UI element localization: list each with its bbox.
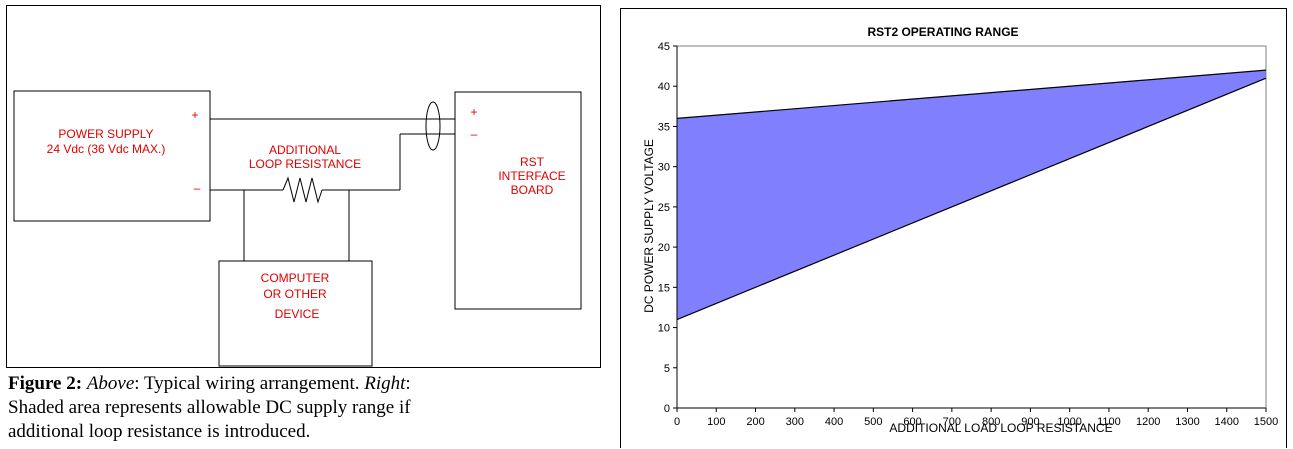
power-supply-box bbox=[13, 90, 211, 222]
power-supply-label: POWER SUPPLY bbox=[58, 127, 153, 141]
rst-board-minus: – bbox=[471, 127, 478, 141]
y-tick-label: 35 bbox=[658, 121, 670, 133]
rst-board-plus: + bbox=[470, 105, 477, 119]
x-tick-label: 0 bbox=[674, 416, 680, 428]
x-axis-title: ADDITIONAL LOAD LOOP RESISTANCE bbox=[889, 421, 1112, 435]
chart-title: RST2 OPERATING RANGE bbox=[867, 25, 1018, 39]
x-tick-label: 1100 bbox=[1097, 416, 1121, 428]
x-tick-label: 1300 bbox=[1175, 416, 1199, 428]
y-axis-title: DC POWER SUPPLY VOLTAGE bbox=[642, 139, 656, 313]
x-tick-label: 100 bbox=[707, 416, 725, 428]
lower-bound-line bbox=[676, 77, 1267, 321]
x-tick-label: 500 bbox=[864, 416, 882, 428]
power-supply-rating: 24 Vdc (36 Vdc MAX.) bbox=[47, 142, 166, 156]
figure-label: Figure 2: bbox=[8, 373, 83, 394]
x-tick-label: 600 bbox=[903, 416, 921, 428]
operating-range-area bbox=[677, 70, 1266, 320]
x-tick-label: 400 bbox=[825, 416, 843, 428]
x-tick-label: 1000 bbox=[1057, 416, 1081, 428]
y-tick-label: 0 bbox=[664, 403, 670, 415]
x-tick-label: 800 bbox=[982, 416, 1000, 428]
y-tick-label: 45 bbox=[658, 41, 670, 53]
computer-label-3: DEVICE bbox=[275, 307, 320, 321]
computer-label-2: OR OTHER bbox=[263, 287, 327, 301]
twisted-pair-symbol bbox=[425, 101, 441, 151]
y-tick-label: 25 bbox=[658, 202, 670, 214]
x-tick-label: 200 bbox=[746, 416, 764, 428]
rst-board-label-3: BOARD bbox=[511, 183, 554, 197]
caption-line-1: Figure 2: Above: Typical wiring arrangem… bbox=[8, 372, 608, 396]
caption-above-text: : Typical wiring arrangement. bbox=[134, 373, 365, 394]
caption-line-2: Shaded area represents allowable DC supp… bbox=[8, 397, 411, 418]
y-tick-label: 5 bbox=[664, 363, 670, 375]
caption-above-label: Above bbox=[86, 373, 135, 394]
resistor-label-1: ADDITIONAL bbox=[269, 143, 341, 157]
caption-right-label: Right bbox=[364, 373, 406, 394]
power-supply-minus: – bbox=[194, 181, 201, 195]
x-tick-label: 900 bbox=[1021, 416, 1039, 428]
plot-area: 0 5 10 15 20 25 30 35 40 45 0 100 200 300 400 500 600 700… bbox=[658, 41, 1278, 428]
x-tick-label: 1400 bbox=[1214, 416, 1238, 428]
wires bbox=[210, 118, 455, 261]
rst-board-label-2: INTERFACE bbox=[498, 169, 565, 183]
y-tick-label: 15 bbox=[658, 282, 670, 294]
resistor-label-2: LOOP RESISTANCE bbox=[249, 157, 361, 171]
computer-box bbox=[218, 260, 373, 367]
x-tick-label: 1200 bbox=[1136, 416, 1160, 428]
resistor-symbol bbox=[282, 176, 323, 204]
caption-right-text: : bbox=[405, 373, 411, 394]
x-tick-label: 300 bbox=[786, 416, 804, 428]
computer-label-1: COMPUTER bbox=[261, 271, 330, 285]
rst-board-box bbox=[454, 91, 582, 310]
y-tick-label: 10 bbox=[658, 323, 670, 335]
x-tick-label: 1500 bbox=[1254, 416, 1278, 428]
power-supply-plus: + bbox=[191, 108, 198, 122]
y-tick-label: 40 bbox=[658, 81, 670, 93]
x-tick-label: 700 bbox=[943, 416, 961, 428]
wiring-diagram: POWER SUPPLY 24 Vdc (36 Vdc MAX.) + – + … bbox=[13, 90, 582, 367]
caption-line-3: additional loop resistance is introduced… bbox=[8, 421, 311, 442]
figure-caption: Figure 2: Above: Typical wiring arrangem… bbox=[8, 372, 608, 444]
wiring-diagram-panel: POWER SUPPLY 24 Vdc (36 Vdc MAX.) + – + … bbox=[6, 5, 601, 368]
rst-board-label-1: RST bbox=[520, 155, 545, 169]
y-tick-label: 20 bbox=[658, 242, 670, 254]
chart-panel: RST2 OPERATING RANGE 0 5 10 15 20 25 30 35 40 45 0… bbox=[620, 8, 1287, 448]
upper-bound-line bbox=[676, 69, 1267, 119]
operating-range-chart: RST2 OPERATING RANGE 0510152025303540450… bbox=[642, 25, 1278, 435]
y-tick-label: 30 bbox=[658, 162, 670, 174]
